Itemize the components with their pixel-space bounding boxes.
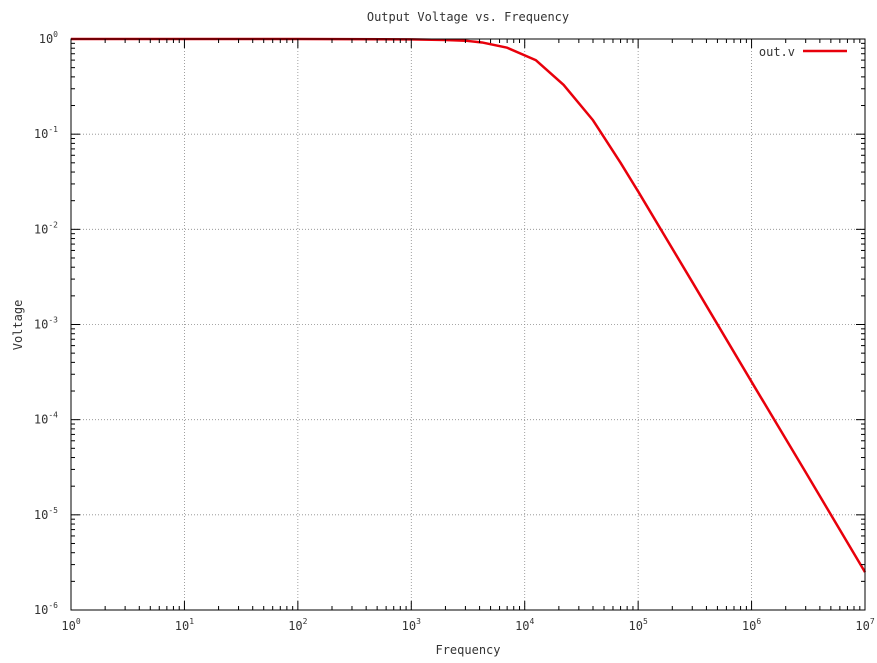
- x-tick-label: 102: [288, 617, 307, 633]
- legend: out.v: [759, 45, 847, 59]
- series-layer: [71, 37, 867, 573]
- y-tick-label: 10-6: [34, 601, 58, 617]
- y-tick-label: 10-2: [34, 220, 58, 236]
- legend-label-out-v: out.v: [759, 45, 795, 59]
- x-tick-label: 100: [61, 617, 80, 633]
- x-axis-label: Frequency: [435, 643, 500, 657]
- tick-layer: 100 101 102 103 104 105 106 107 100 10-1 10-2 10-3 1…: [34, 30, 875, 633]
- y-tick-label: 100: [39, 30, 58, 46]
- x-tick-label: 106: [742, 617, 761, 633]
- series-line-out-v: [71, 37, 867, 573]
- y-axis-label: Voltage: [11, 300, 25, 351]
- x-tick-label: 105: [629, 617, 648, 633]
- y-tick-label: 10-4: [34, 411, 58, 427]
- grid-lines: [71, 39, 865, 610]
- x-tick-label: 107: [855, 617, 874, 633]
- y-tick-label: 10-5: [34, 506, 58, 522]
- x-tick-label: 103: [402, 617, 421, 633]
- y-tick-label: 10-3: [34, 316, 58, 332]
- chart-title: Output Voltage vs. Frequency: [367, 10, 569, 24]
- y-tick-label: 10-1: [34, 125, 58, 141]
- x-tick-label: 104: [515, 617, 534, 633]
- x-tick-label: 101: [175, 617, 194, 633]
- plot-frame: [70, 38, 866, 611]
